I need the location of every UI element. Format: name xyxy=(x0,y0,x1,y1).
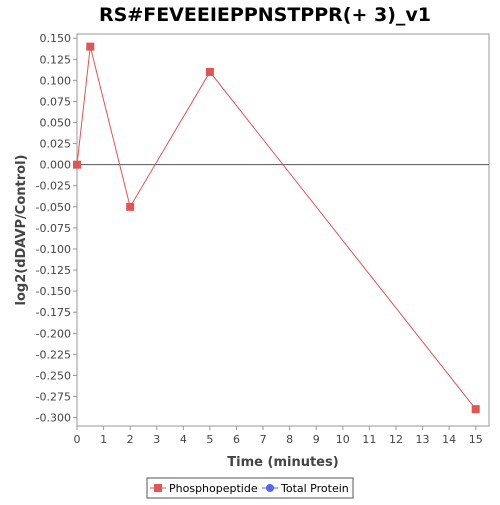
legend-marker-total-protein xyxy=(266,484,274,492)
x-tick-label: 8 xyxy=(286,433,293,446)
y-tick-label: -0.125 xyxy=(36,264,71,277)
x-tick-label: 3 xyxy=(153,433,160,446)
y-tick-label: 0.025 xyxy=(40,138,72,151)
y-tick-label: -0.075 xyxy=(36,222,71,235)
y-tick-label: -0.275 xyxy=(36,390,71,403)
y-tick-label: 0.050 xyxy=(40,117,72,130)
x-tick-label: 0 xyxy=(74,433,81,446)
x-tick-label: 12 xyxy=(389,433,403,446)
x-tick-label: 1 xyxy=(100,433,107,446)
x-tick-label: 7 xyxy=(260,433,267,446)
y-tick-label: -0.225 xyxy=(36,348,71,361)
x-tick-label: 13 xyxy=(416,433,430,446)
chart-title: RS#FEVEEIEPPNSTPPR(+ 3)_v1 xyxy=(99,4,431,26)
x-tick-label: 2 xyxy=(127,433,134,446)
y-axis: 0.150 0.125 0.100 0.075 0.050 0.025 0.000 -0.02… xyxy=(36,32,77,425)
y-axis-label: log2(dDAVP/Control) xyxy=(14,155,29,306)
y-tick-label: 0.000 xyxy=(40,159,72,172)
x-axis: 0 1 2 3 4 5 6 7 8 9 10 11 12 13 14 15 xyxy=(74,426,483,446)
series-layer xyxy=(73,42,480,414)
y-tick-label: -0.200 xyxy=(36,327,71,340)
data-point xyxy=(86,42,95,51)
y-tick-label: 0.075 xyxy=(40,95,72,108)
y-tick-label: -0.150 xyxy=(36,285,71,298)
legend-label-total-protein: Total Protein xyxy=(280,482,349,495)
data-point xyxy=(205,67,214,76)
data-point xyxy=(73,160,81,169)
x-axis-label: Time (minutes) xyxy=(227,455,338,470)
legend-box xyxy=(146,477,354,499)
legend-label-phosphopeptide: Phosphopeptide xyxy=(169,482,258,495)
y-tick-label: -0.250 xyxy=(36,369,71,382)
y-tick-label: -0.025 xyxy=(36,180,71,193)
x-tick-label: 10 xyxy=(336,433,350,446)
y-tick-label: 0.125 xyxy=(40,53,72,66)
y-tick-label: -0.175 xyxy=(36,306,71,319)
y-tick-label: 0.100 xyxy=(40,74,72,87)
y-tick-label: -0.100 xyxy=(36,243,71,256)
x-tick-label: 5 xyxy=(206,433,213,446)
legend-marker-phosphopeptide xyxy=(154,484,162,492)
y-tick-label: -0.300 xyxy=(36,412,71,425)
data-point xyxy=(126,202,135,211)
data-point xyxy=(471,405,480,414)
y-tick-label: 0.150 xyxy=(40,32,72,45)
x-tick-label: 15 xyxy=(469,433,483,446)
x-tick-label: 14 xyxy=(442,433,456,446)
x-tick-label: 6 xyxy=(233,433,240,446)
x-tick-label: 4 xyxy=(180,433,187,446)
x-tick-label: 9 xyxy=(313,433,320,446)
plot-area xyxy=(76,33,490,427)
legend: Phosphopeptide Total Protein xyxy=(146,477,354,499)
y-tick-label: -0.050 xyxy=(36,201,71,214)
x-tick-label: 11 xyxy=(362,433,376,446)
